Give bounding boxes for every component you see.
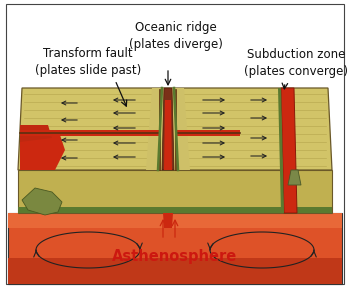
Polygon shape	[20, 125, 52, 142]
Polygon shape	[18, 207, 332, 213]
Polygon shape	[288, 170, 301, 185]
Polygon shape	[8, 258, 342, 284]
Polygon shape	[22, 188, 62, 215]
Polygon shape	[163, 213, 173, 228]
Polygon shape	[8, 213, 342, 284]
Polygon shape	[20, 130, 160, 136]
Polygon shape	[281, 88, 297, 213]
Polygon shape	[146, 88, 190, 170]
Polygon shape	[278, 88, 284, 213]
Polygon shape	[164, 100, 172, 170]
Text: Subduction zone
(plates converge): Subduction zone (plates converge)	[244, 48, 348, 78]
Polygon shape	[176, 130, 240, 136]
Polygon shape	[20, 135, 65, 170]
Text: Transform fault
(plates slide past): Transform fault (plates slide past)	[35, 47, 141, 77]
Polygon shape	[18, 170, 332, 213]
Text: Oceanic ridge
(plates diverge): Oceanic ridge (plates diverge)	[129, 21, 223, 51]
Polygon shape	[162, 88, 174, 170]
Polygon shape	[8, 213, 342, 228]
Text: Asthenosphere: Asthenosphere	[112, 249, 238, 264]
Polygon shape	[18, 88, 332, 170]
